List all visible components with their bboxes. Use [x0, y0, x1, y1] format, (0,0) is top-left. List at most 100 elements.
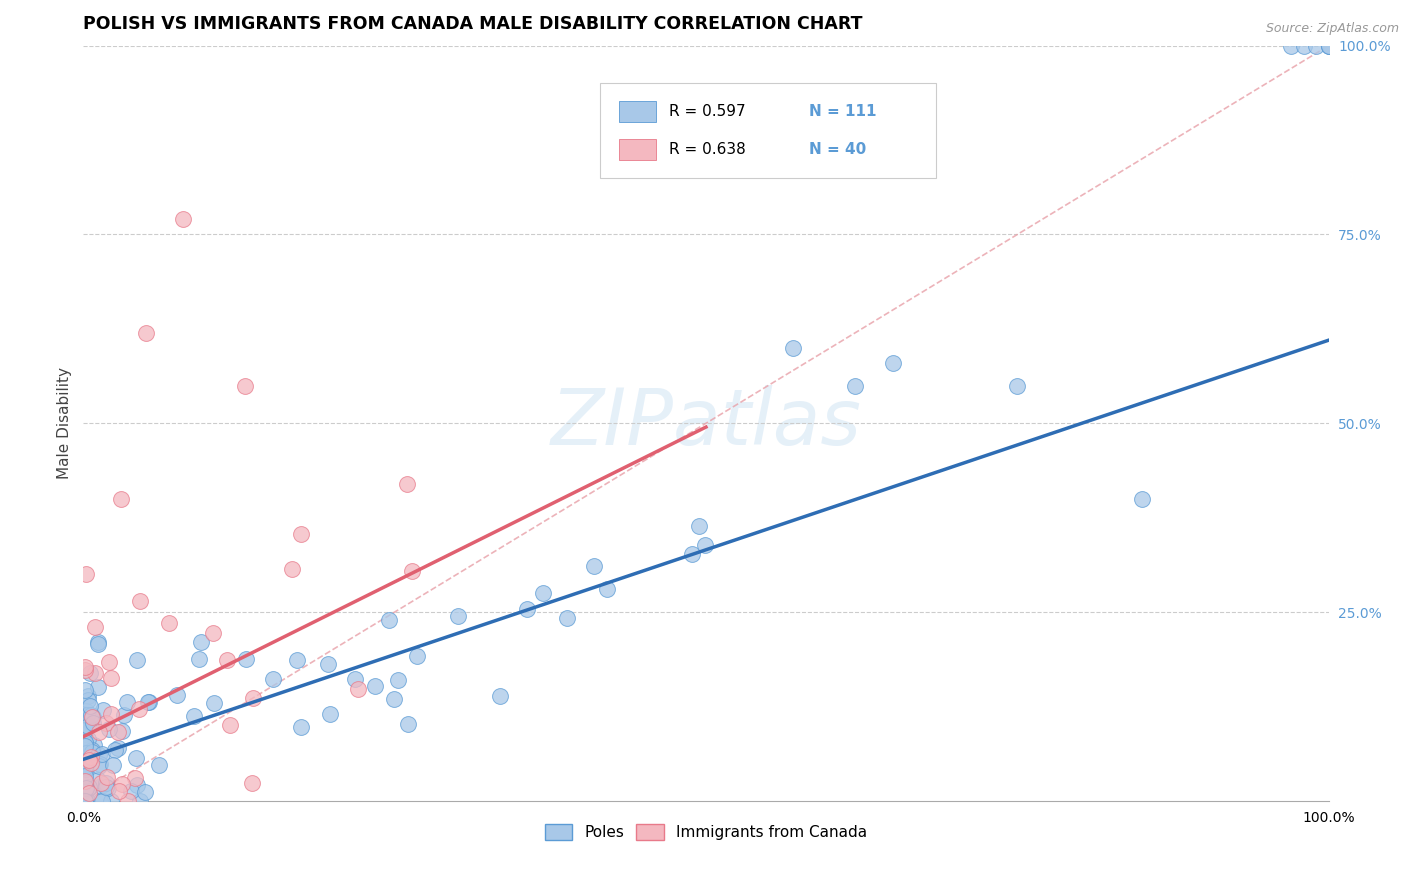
Point: [688, 519, 710, 533]
Point: [135, 326, 157, 340]
Point: [343, 673, 366, 687]
Bar: [619, 101, 657, 122]
Point: [166, 688, 188, 702]
Point: [73, 794, 96, 808]
Point: [96, 780, 118, 795]
Point: [87, 725, 110, 739]
Point: [382, 691, 405, 706]
Point: [285, 653, 308, 667]
Point: [82, 710, 104, 724]
Text: N = 40: N = 40: [810, 142, 866, 157]
Point: [79, 666, 101, 681]
Text: R = 0.597: R = 0.597: [669, 103, 745, 119]
Point: [290, 526, 312, 541]
Point: [100, 794, 122, 808]
Point: [782, 341, 804, 355]
Point: [73, 751, 96, 765]
Point: [316, 657, 339, 671]
Point: [235, 652, 257, 666]
Point: [124, 751, 146, 765]
Point: [73, 773, 96, 788]
Point: [1317, 38, 1340, 53]
Point: [80, 749, 103, 764]
Point: [290, 720, 312, 734]
Point: [202, 696, 225, 710]
Point: [262, 672, 284, 686]
Point: [129, 594, 152, 608]
Point: [79, 708, 101, 723]
Point: [596, 582, 619, 596]
Point: [91, 703, 114, 717]
Point: [531, 586, 554, 600]
Point: [516, 602, 538, 616]
Point: [73, 660, 96, 674]
Point: [87, 680, 110, 694]
Point: [97, 780, 120, 795]
Point: [90, 776, 112, 790]
Point: [219, 718, 242, 732]
Point: [489, 689, 512, 703]
Legend: Poles, Immigrants from Canada: Poles, Immigrants from Canada: [538, 818, 873, 847]
Point: [97, 655, 120, 669]
Point: [100, 707, 122, 722]
Y-axis label: Male Disability: Male Disability: [58, 368, 72, 479]
Point: [73, 772, 96, 787]
Point: [73, 758, 96, 772]
Point: [77, 719, 100, 733]
FancyBboxPatch shape: [600, 84, 936, 178]
Point: [319, 707, 342, 722]
Point: [148, 758, 170, 772]
Point: [75, 759, 97, 773]
Point: [75, 567, 97, 582]
Text: R = 0.638: R = 0.638: [669, 142, 745, 157]
Text: Source: ZipAtlas.com: Source: ZipAtlas.com: [1265, 22, 1399, 36]
Point: [681, 547, 703, 561]
Point: [1007, 378, 1029, 392]
Point: [396, 476, 419, 491]
Point: [112, 707, 135, 722]
Point: [76, 794, 98, 808]
Point: [138, 695, 160, 709]
Point: [377, 613, 399, 627]
Point: [101, 757, 124, 772]
Point: [82, 709, 104, 723]
Point: [89, 747, 111, 762]
Point: [190, 635, 212, 649]
Point: [104, 742, 127, 756]
Point: [1130, 491, 1153, 506]
Point: [83, 666, 105, 681]
Point: [77, 782, 100, 797]
Point: [94, 716, 117, 731]
Point: [555, 610, 578, 624]
Point: [73, 794, 96, 808]
Point: [1279, 38, 1302, 53]
Point: [1305, 38, 1327, 53]
Point: [82, 715, 104, 730]
Point: [79, 698, 101, 713]
Point: [120, 783, 142, 797]
Point: [77, 780, 100, 794]
Point: [1292, 38, 1315, 53]
Point: [84, 620, 107, 634]
Point: [405, 648, 427, 663]
Point: [80, 746, 103, 760]
Point: [73, 723, 96, 737]
Point: [77, 787, 100, 801]
Point: [75, 747, 97, 762]
Point: [346, 682, 368, 697]
Point: [73, 706, 96, 721]
Point: [75, 746, 97, 760]
Point: [73, 739, 96, 753]
Point: [75, 781, 97, 796]
Point: [76, 690, 98, 704]
Point: [187, 652, 209, 666]
Point: [128, 794, 150, 808]
Point: [115, 695, 138, 709]
Point: [76, 750, 98, 764]
Point: [447, 609, 470, 624]
Point: [128, 702, 150, 716]
Point: [87, 634, 110, 648]
Point: [91, 794, 114, 808]
Point: [107, 741, 129, 756]
Point: [89, 757, 111, 772]
